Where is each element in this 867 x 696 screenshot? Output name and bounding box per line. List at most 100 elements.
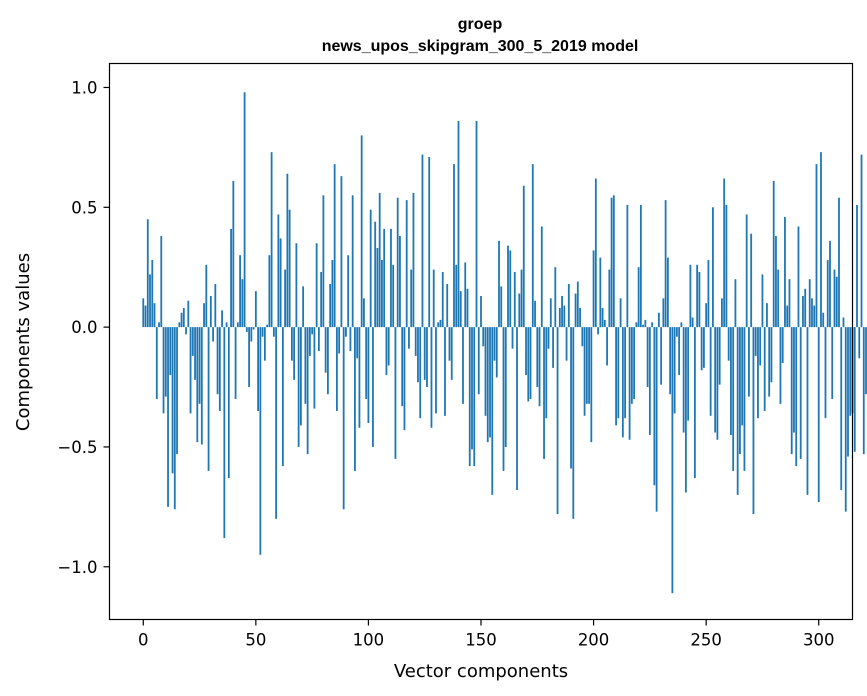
bar-29 bbox=[207, 327, 210, 471]
bar-167 bbox=[518, 293, 521, 328]
bar-81 bbox=[324, 327, 327, 373]
bar-89 bbox=[342, 327, 345, 510]
bar-137 bbox=[450, 327, 453, 380]
y-tick-label-4: −1.0 bbox=[57, 558, 97, 577]
bar-33 bbox=[216, 327, 219, 395]
bar-272 bbox=[754, 327, 757, 356]
bar-252 bbox=[709, 327, 712, 416]
bar-289 bbox=[793, 327, 795, 433]
bar-166 bbox=[516, 327, 518, 491]
bar-274 bbox=[759, 327, 762, 366]
bar-201 bbox=[594, 178, 597, 328]
bar-148 bbox=[475, 121, 478, 328]
bar-55 bbox=[266, 324, 269, 328]
bar-150 bbox=[480, 295, 482, 328]
bar-191 bbox=[572, 327, 575, 519]
bar-99 bbox=[365, 327, 368, 400]
bar-66 bbox=[290, 327, 293, 361]
bar-190 bbox=[570, 327, 572, 469]
bar-228 bbox=[655, 327, 658, 512]
bar-121 bbox=[414, 327, 417, 356]
bar-178 bbox=[543, 327, 545, 459]
bar-281 bbox=[775, 236, 777, 328]
bar-258 bbox=[723, 178, 726, 328]
bar-73 bbox=[306, 327, 309, 455]
bar-18 bbox=[182, 307, 185, 328]
bar-152 bbox=[484, 327, 487, 416]
bar-265 bbox=[739, 327, 741, 455]
bar-200 bbox=[592, 250, 595, 328]
bar-208 bbox=[610, 197, 613, 328]
bar-94 bbox=[354, 327, 356, 471]
bar-85 bbox=[333, 164, 336, 328]
bar-243 bbox=[689, 264, 692, 328]
bar-160 bbox=[502, 327, 505, 471]
bar-255 bbox=[716, 327, 719, 440]
bar-58 bbox=[272, 327, 275, 337]
bar-120 bbox=[412, 192, 415, 328]
bar-225 bbox=[648, 327, 651, 435]
bar-34 bbox=[218, 327, 221, 411]
bar-291 bbox=[797, 226, 800, 328]
bar-27 bbox=[203, 303, 205, 328]
bar-104 bbox=[376, 248, 379, 328]
chart-title-line-1: groep bbox=[458, 16, 503, 33]
bar-116 bbox=[403, 327, 406, 431]
y-tick-label-2: 0.0 bbox=[71, 318, 97, 337]
bar-253 bbox=[712, 207, 714, 328]
bar-184 bbox=[556, 327, 559, 515]
bar-269 bbox=[748, 327, 750, 397]
bar-49 bbox=[252, 327, 255, 330]
bar-147 bbox=[473, 327, 476, 467]
bar-48 bbox=[250, 327, 253, 342]
bar-319 bbox=[860, 154, 863, 328]
bar-109 bbox=[387, 327, 390, 366]
bar-114 bbox=[399, 236, 401, 328]
x-tick-label-2: 100 bbox=[353, 631, 385, 650]
bar-237 bbox=[675, 327, 678, 337]
bar-11 bbox=[167, 327, 169, 507]
bar-214 bbox=[624, 327, 626, 419]
bar-175 bbox=[536, 327, 539, 388]
bar-233 bbox=[666, 257, 669, 328]
bar-115 bbox=[401, 327, 404, 407]
bar-135 bbox=[446, 283, 449, 328]
bar-285 bbox=[784, 216, 786, 328]
bar-199 bbox=[590, 327, 593, 443]
bar-294 bbox=[804, 288, 807, 328]
bar-193 bbox=[576, 281, 579, 328]
bar-146 bbox=[471, 327, 473, 450]
bar-64 bbox=[286, 173, 289, 328]
bar-246 bbox=[696, 264, 699, 328]
bar-158 bbox=[498, 240, 500, 328]
bar-162 bbox=[507, 245, 509, 328]
bar-172 bbox=[529, 327, 532, 400]
bar-102 bbox=[372, 327, 374, 447]
bar-204 bbox=[601, 307, 604, 328]
bar-95 bbox=[356, 327, 359, 359]
bar-30 bbox=[209, 295, 212, 328]
bar-139 bbox=[455, 264, 458, 328]
bar-273 bbox=[757, 327, 759, 419]
bar-118 bbox=[408, 327, 410, 349]
bar-263 bbox=[734, 279, 737, 328]
bar-226 bbox=[651, 322, 654, 328]
bar-222 bbox=[642, 324, 645, 328]
bar-28 bbox=[205, 264, 208, 328]
bar-181 bbox=[549, 298, 552, 328]
bar-284 bbox=[781, 327, 784, 364]
bar-189 bbox=[567, 283, 570, 328]
bar-70 bbox=[299, 327, 302, 426]
bar-37 bbox=[225, 322, 228, 328]
bar-93 bbox=[351, 195, 354, 328]
bar-144 bbox=[466, 288, 469, 328]
bar-35 bbox=[221, 310, 223, 328]
bar-65 bbox=[288, 209, 291, 328]
x-axis-label: Vector components bbox=[394, 661, 568, 682]
bar-238 bbox=[678, 327, 681, 376]
bar-257 bbox=[721, 298, 723, 328]
bar-107 bbox=[383, 228, 386, 328]
bar-296 bbox=[808, 279, 811, 328]
bar-234 bbox=[669, 327, 672, 395]
